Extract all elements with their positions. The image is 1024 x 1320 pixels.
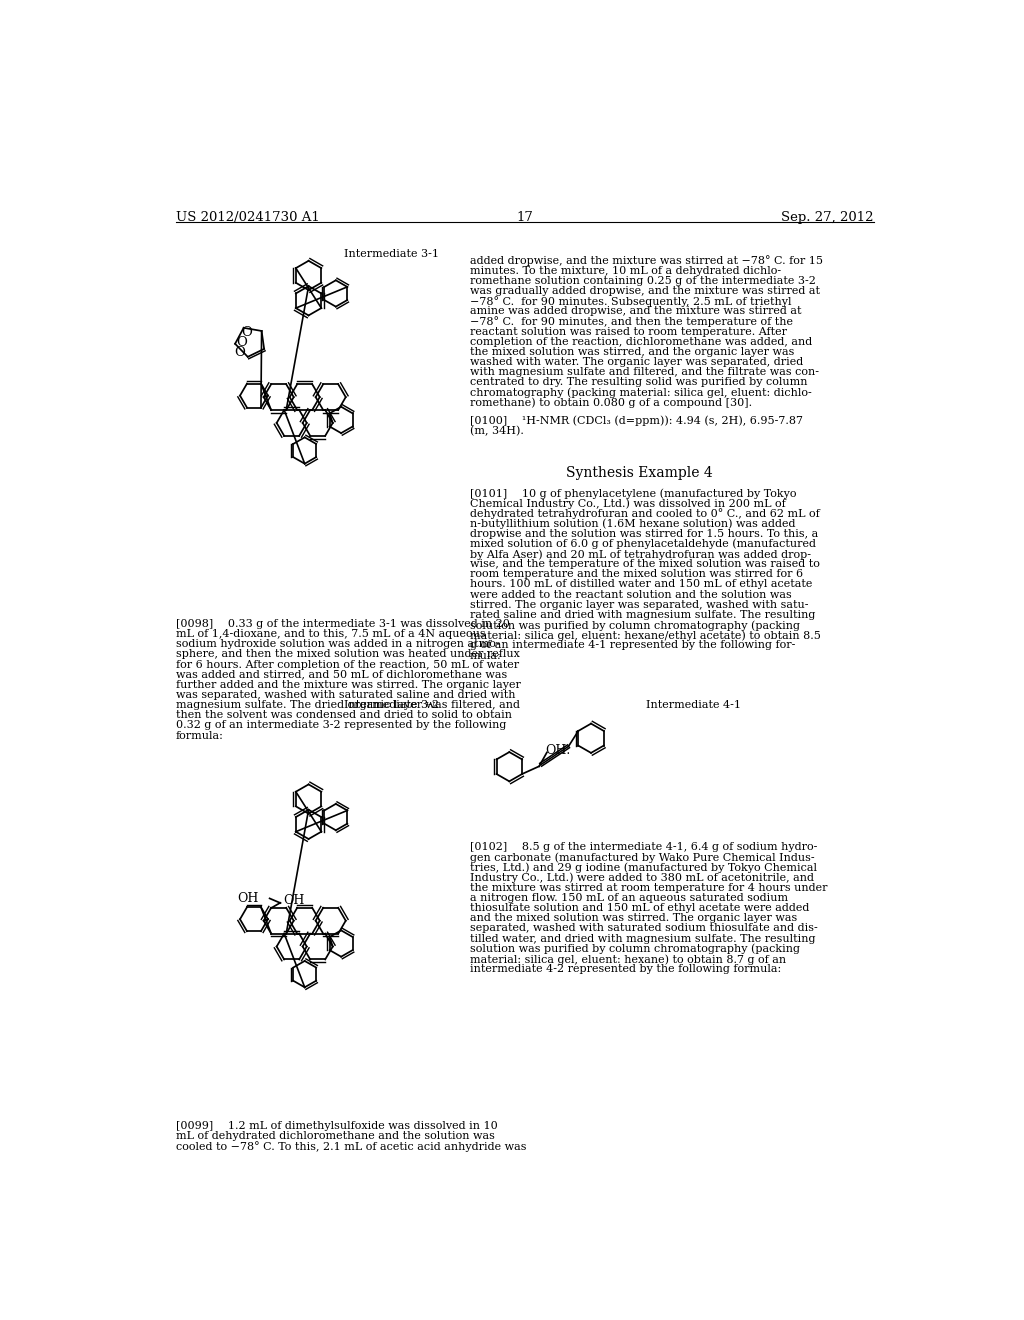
Text: mixed solution of 6.0 g of phenylacetaldehyde (manufactured: mixed solution of 6.0 g of phenylacetald… bbox=[470, 539, 816, 549]
Text: solution was purified by column chromatography (packing: solution was purified by column chromato… bbox=[470, 944, 800, 954]
Text: gen carbonate (manufactured by Wako Pure Chemical Indus-: gen carbonate (manufactured by Wako Pure… bbox=[470, 853, 814, 863]
Text: dehydrated tetrahydrofuran and cooled to 0° C., and 62 mL of: dehydrated tetrahydrofuran and cooled to… bbox=[470, 508, 819, 519]
Text: sodium hydroxide solution was added in a nitrogen atmo-: sodium hydroxide solution was added in a… bbox=[176, 639, 500, 649]
Text: (m, 34H).: (m, 34H). bbox=[470, 426, 523, 436]
Text: OH: OH bbox=[284, 894, 304, 907]
Text: added dropwise, and the mixture was stirred at −78° C. for 15: added dropwise, and the mixture was stir… bbox=[470, 256, 822, 267]
Text: tries, Ltd.) and 29 g iodine (manufactured by Tokyo Chemical: tries, Ltd.) and 29 g iodine (manufactur… bbox=[470, 862, 817, 873]
Text: US 2012/0241730 A1: US 2012/0241730 A1 bbox=[176, 211, 319, 224]
Text: OH.: OH. bbox=[546, 744, 570, 758]
Text: centrated to dry. The resulting solid was purified by column: centrated to dry. The resulting solid wa… bbox=[470, 378, 807, 387]
Text: were added to the reactant solution and the solution was: were added to the reactant solution and … bbox=[470, 590, 792, 599]
Text: chromatography (packing material: silica gel, eluent: dichlo-: chromatography (packing material: silica… bbox=[470, 388, 812, 399]
Text: −78° C.  for 90 minutes. Subsequently, 2.5 mL of triethyl: −78° C. for 90 minutes. Subsequently, 2.… bbox=[470, 296, 792, 308]
Text: [0102]  8.5 g of the intermediate 4-1, 6.4 g of sodium hydro-: [0102] 8.5 g of the intermediate 4-1, 6.… bbox=[470, 842, 817, 853]
Text: tilled water, and dried with magnesium sulfate. The resulting: tilled water, and dried with magnesium s… bbox=[470, 933, 815, 944]
Text: intermediate 4-2 represented by the following formula:: intermediate 4-2 represented by the foll… bbox=[470, 964, 781, 974]
Text: reactant solution was raised to room temperature. After: reactant solution was raised to room tem… bbox=[470, 326, 786, 337]
Text: magnesium sulfate. The dried organic layer was filtered, and: magnesium sulfate. The dried organic lay… bbox=[176, 700, 520, 710]
Text: was added and stirred, and 50 mL of dichloromethane was: was added and stirred, and 50 mL of dich… bbox=[176, 669, 507, 680]
Text: [0099]  1.2 mL of dimethylsulfoxide was dissolved in 10: [0099] 1.2 mL of dimethylsulfoxide was d… bbox=[176, 1121, 498, 1131]
Text: romethane solution containing 0.25 g of the intermediate 3-2: romethane solution containing 0.25 g of … bbox=[470, 276, 816, 285]
Text: and the mixed solution was stirred. The organic layer was: and the mixed solution was stirred. The … bbox=[470, 913, 797, 923]
Text: cooled to −78° C. To this, 2.1 mL of acetic acid anhydride was: cooled to −78° C. To this, 2.1 mL of ace… bbox=[176, 1142, 526, 1152]
Text: O: O bbox=[242, 326, 252, 339]
Text: Chemical Industry Co., Ltd.) was dissolved in 200 mL of: Chemical Industry Co., Ltd.) was dissolv… bbox=[470, 498, 785, 508]
Text: 17: 17 bbox=[516, 211, 534, 224]
Text: Intermediate 3-1: Intermediate 3-1 bbox=[344, 249, 439, 259]
Text: a nitrogen flow. 150 mL of an aqueous saturated sodium: a nitrogen flow. 150 mL of an aqueous sa… bbox=[470, 892, 787, 903]
Text: then the solvent was condensed and dried to solid to obtain: then the solvent was condensed and dried… bbox=[176, 710, 512, 721]
Text: the mixed solution was stirred, and the organic layer was: the mixed solution was stirred, and the … bbox=[470, 347, 795, 356]
Text: g of an intermediate 4-1 represented by the following for-: g of an intermediate 4-1 represented by … bbox=[470, 640, 796, 651]
Text: 0.32 g of an intermediate 3-2 represented by the following: 0.32 g of an intermediate 3-2 represente… bbox=[176, 721, 507, 730]
Text: hours. 100 mL of distilled water and 150 mL of ethyl acetate: hours. 100 mL of distilled water and 150… bbox=[470, 579, 812, 590]
Text: stirred. The organic layer was separated, washed with satu-: stirred. The organic layer was separated… bbox=[470, 599, 808, 610]
Text: Synthesis Example 4: Synthesis Example 4 bbox=[566, 466, 713, 480]
Text: minutes. To the mixture, 10 mL of a dehydrated dichlo-: minutes. To the mixture, 10 mL of a dehy… bbox=[470, 265, 781, 276]
Text: n-butyllithium solution (1.6M hexane solution) was added: n-butyllithium solution (1.6M hexane sol… bbox=[470, 519, 796, 529]
Text: by Alfa Aser) and 20 mL of tetrahydrofuran was added drop-: by Alfa Aser) and 20 mL of tetrahydrofur… bbox=[470, 549, 811, 560]
Text: [0101]  10 g of phenylacetylene (manufactured by Tokyo: [0101] 10 g of phenylacetylene (manufact… bbox=[470, 488, 797, 499]
Text: formula:: formula: bbox=[176, 731, 224, 741]
Text: Industry Co., Ltd.) were added to 380 mL of acetonitrile, and: Industry Co., Ltd.) were added to 380 mL… bbox=[470, 873, 814, 883]
Text: O: O bbox=[236, 335, 247, 348]
Text: completion of the reaction, dichloromethane was added, and: completion of the reaction, dichlorometh… bbox=[470, 337, 812, 347]
Text: OH: OH bbox=[238, 892, 259, 906]
Text: wise, and the temperature of the mixed solution was raised to: wise, and the temperature of the mixed s… bbox=[470, 560, 819, 569]
Text: solution was purified by column chromatography (packing: solution was purified by column chromato… bbox=[470, 620, 800, 631]
Text: separated, washed with saturated sodium thiosulfate and dis-: separated, washed with saturated sodium … bbox=[470, 924, 817, 933]
Text: [0100]  ¹H-NMR (CDCl₃ (d=ppm)): 4.94 (s, 2H), 6.95-7.87: [0100] ¹H-NMR (CDCl₃ (d=ppm)): 4.94 (s, … bbox=[470, 416, 803, 426]
Text: material: silica gel, eluent: hexane) to obtain 8.7 g of an: material: silica gel, eluent: hexane) to… bbox=[470, 954, 785, 965]
Text: washed with water. The organic layer was separated, dried: washed with water. The organic layer was… bbox=[470, 358, 803, 367]
Text: was separated, washed with saturated saline and dried with: was separated, washed with saturated sal… bbox=[176, 690, 515, 700]
Text: thiosulfate solution and 150 mL of ethyl acetate were added: thiosulfate solution and 150 mL of ethyl… bbox=[470, 903, 809, 913]
Text: sphere, and then the mixed solution was heated under reflux: sphere, and then the mixed solution was … bbox=[176, 649, 520, 660]
Text: further added and the mixture was stirred. The organic layer: further added and the mixture was stirre… bbox=[176, 680, 521, 690]
Text: −78° C.  for 90 minutes, and then the temperature of the: −78° C. for 90 minutes, and then the tem… bbox=[470, 317, 793, 327]
Text: mula:: mula: bbox=[470, 651, 502, 660]
Text: amine was added dropwise, and the mixture was stirred at: amine was added dropwise, and the mixtur… bbox=[470, 306, 801, 317]
Text: room temperature and the mixed solution was stirred for 6: room temperature and the mixed solution … bbox=[470, 569, 803, 579]
Text: Sep. 27, 2012: Sep. 27, 2012 bbox=[781, 211, 873, 224]
Text: the mixture was stirred at room temperature for 4 hours under: the mixture was stirred at room temperat… bbox=[470, 883, 827, 892]
Text: [0098]  0.33 g of the intermediate 3-1 was dissolved in 20: [0098] 0.33 g of the intermediate 3-1 wa… bbox=[176, 619, 510, 628]
Text: with magnesium sulfate and filtered, and the filtrate was con-: with magnesium sulfate and filtered, and… bbox=[470, 367, 819, 378]
Text: was gradually added dropwise, and the mixture was stirred at: was gradually added dropwise, and the mi… bbox=[470, 286, 820, 296]
Text: rated saline and dried with magnesium sulfate. The resulting: rated saline and dried with magnesium su… bbox=[470, 610, 815, 620]
Text: Intermediate 4-1: Intermediate 4-1 bbox=[646, 700, 741, 710]
Text: O: O bbox=[234, 346, 246, 359]
Text: mL of dehydrated dichloromethane and the solution was: mL of dehydrated dichloromethane and the… bbox=[176, 1131, 495, 1140]
Text: material: silica gel, eluent: hexane/ethyl acetate) to obtain 8.5: material: silica gel, eluent: hexane/eth… bbox=[470, 630, 820, 640]
Text: romethane) to obtain 0.080 g of a compound [30].: romethane) to obtain 0.080 g of a compou… bbox=[470, 397, 752, 408]
Text: Intermediate 3-2: Intermediate 3-2 bbox=[344, 700, 439, 710]
Text: dropwise and the solution was stirred for 1.5 hours. To this, a: dropwise and the solution was stirred fo… bbox=[470, 528, 818, 539]
Text: mL of 1,4-dioxane, and to this, 7.5 mL of a 4N aqueous: mL of 1,4-dioxane, and to this, 7.5 mL o… bbox=[176, 630, 485, 639]
Text: for 6 hours. After completion of the reaction, 50 mL of water: for 6 hours. After completion of the rea… bbox=[176, 660, 519, 669]
